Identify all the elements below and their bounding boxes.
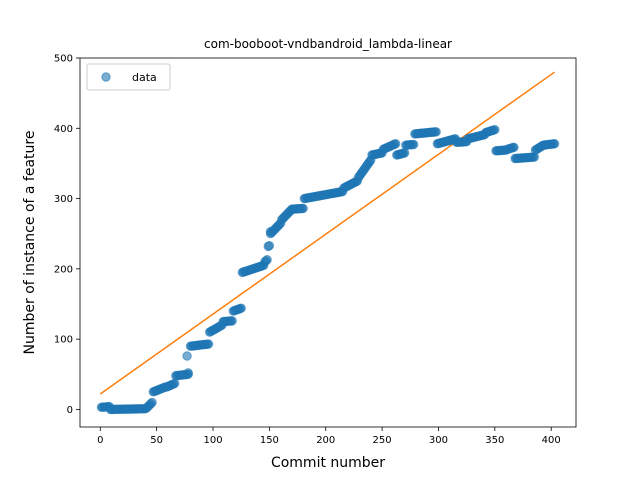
data-point <box>262 255 272 265</box>
data-point <box>549 139 560 149</box>
data-point <box>169 378 180 389</box>
data-point <box>182 351 192 361</box>
x-tick-label: 400 <box>542 435 561 446</box>
x-axis-ticks: 0 50 100 150 200 250 300 350 400 <box>97 427 561 446</box>
chart-title: com-booboot-vndbandroid_lambda-linear <box>204 37 452 51</box>
data-points-layer <box>96 124 560 415</box>
legend-box <box>86 63 171 91</box>
legend: data <box>86 63 171 91</box>
x-tick-label: 100 <box>203 435 222 446</box>
x-axis-label: Commit number <box>271 455 385 471</box>
y-tick-label: 0 <box>67 405 73 416</box>
data-point <box>265 226 276 237</box>
data-point <box>399 148 410 158</box>
data-point <box>236 303 246 313</box>
y-tick-label: 300 <box>54 194 73 205</box>
data-point <box>227 316 237 326</box>
y-tick-label: 400 <box>54 124 73 135</box>
x-tick-label: 200 <box>316 435 335 446</box>
y-tick-label: 500 <box>54 54 73 65</box>
y-tick-label: 100 <box>54 335 73 346</box>
data-point <box>390 139 401 149</box>
data-point <box>431 127 441 137</box>
fit-line <box>99 71 556 395</box>
legend-label-data: data <box>132 71 157 84</box>
axes-frame <box>79 57 577 428</box>
x-tick-label: 150 <box>260 435 279 446</box>
data-point <box>298 203 308 214</box>
x-tick-label: 0 <box>97 435 103 446</box>
data-point <box>509 142 519 152</box>
plot-area <box>96 71 560 415</box>
x-tick-label: 350 <box>485 435 504 446</box>
y-axis-ticks: 0 100 200 300 400 500 <box>54 54 80 416</box>
legend-marker-data <box>101 72 111 82</box>
data-point <box>147 397 157 408</box>
data-point <box>490 124 500 135</box>
data-point <box>264 240 275 251</box>
x-tick-label: 250 <box>373 435 392 446</box>
y-tick-label: 200 <box>54 264 73 275</box>
fit-layer <box>99 71 556 395</box>
data-point <box>408 139 419 150</box>
data-point <box>203 339 214 349</box>
data-point <box>183 368 193 378</box>
y-axis-label: Number of instance of a feature <box>22 131 38 355</box>
x-tick-label: 300 <box>429 435 448 446</box>
x-tick-label: 50 <box>150 435 163 446</box>
